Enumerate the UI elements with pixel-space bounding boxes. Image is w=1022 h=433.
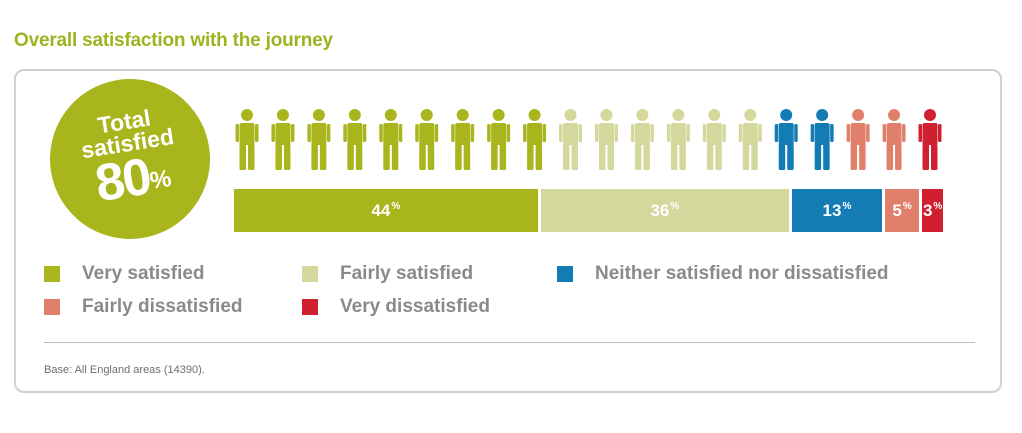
person-icon: [523, 109, 547, 170]
bar-segment-3: 13%: [792, 189, 882, 232]
person-icon: [846, 109, 870, 170]
legend-label: Fairly satisfied: [340, 263, 474, 284]
legend-item: Very satisfied: [44, 263, 205, 285]
person-icon: [810, 109, 834, 170]
bar-value-unit: %: [391, 201, 401, 212]
legend-swatch: [302, 266, 318, 282]
person-icon: [307, 109, 331, 170]
chart-title: Overall satisfaction with the journey: [14, 30, 333, 51]
bar-value-unit: %: [842, 201, 852, 212]
bar-value-unit: %: [670, 201, 680, 212]
bar-segment-5: 3%: [922, 189, 943, 232]
legend-item: Fairly dissatisfied: [44, 296, 243, 318]
legend-item: Neither satisfied nor dissatisfied: [557, 263, 889, 285]
person-icon: [774, 109, 798, 170]
bar-value-label: 36: [650, 200, 670, 220]
bar-value-unit: %: [902, 201, 912, 212]
person-icon: [882, 109, 906, 170]
legend-swatch: [44, 266, 60, 282]
legend-item: Fairly satisfied: [302, 263, 473, 285]
person-icon: [379, 109, 403, 170]
legend-label: Very dissatisfied: [340, 296, 490, 317]
person-icon: [343, 109, 367, 170]
bar-segment-4: 5%: [884, 189, 920, 232]
person-icon: [738, 109, 762, 170]
legend-label: Fairly dissatisfied: [82, 296, 243, 317]
bar-value-label: 5: [892, 200, 902, 220]
bar-segment-2: 36%: [540, 189, 790, 232]
base-note: Base: All England areas (14390).: [44, 364, 205, 376]
person-icon: [594, 109, 618, 170]
person-icon: [271, 109, 295, 170]
person-icon: [415, 109, 439, 170]
bar-value-label: 44: [371, 200, 391, 220]
divider: [44, 342, 975, 343]
bar-segment-1: 44%: [234, 189, 538, 232]
legend-swatch: [44, 299, 60, 315]
person-icon: [918, 109, 942, 170]
legend-swatch: [557, 266, 573, 282]
person-icon: [487, 109, 511, 170]
person-icon: [702, 109, 726, 170]
bar-value-label: 3: [922, 200, 933, 220]
legend-item: Very dissatisfied: [302, 296, 490, 318]
legend-label: Very satisfied: [82, 263, 205, 284]
person-icon: [451, 109, 475, 170]
legend-label: Neither satisfied nor dissatisfied: [595, 263, 889, 284]
bar-value-label: 13: [822, 200, 842, 220]
person-icon: [666, 109, 690, 170]
person-icon: [559, 109, 583, 170]
person-icon: [630, 109, 654, 170]
legend-swatch: [302, 299, 318, 315]
person-icon: [235, 109, 259, 170]
bar-value-unit: %: [933, 201, 943, 212]
